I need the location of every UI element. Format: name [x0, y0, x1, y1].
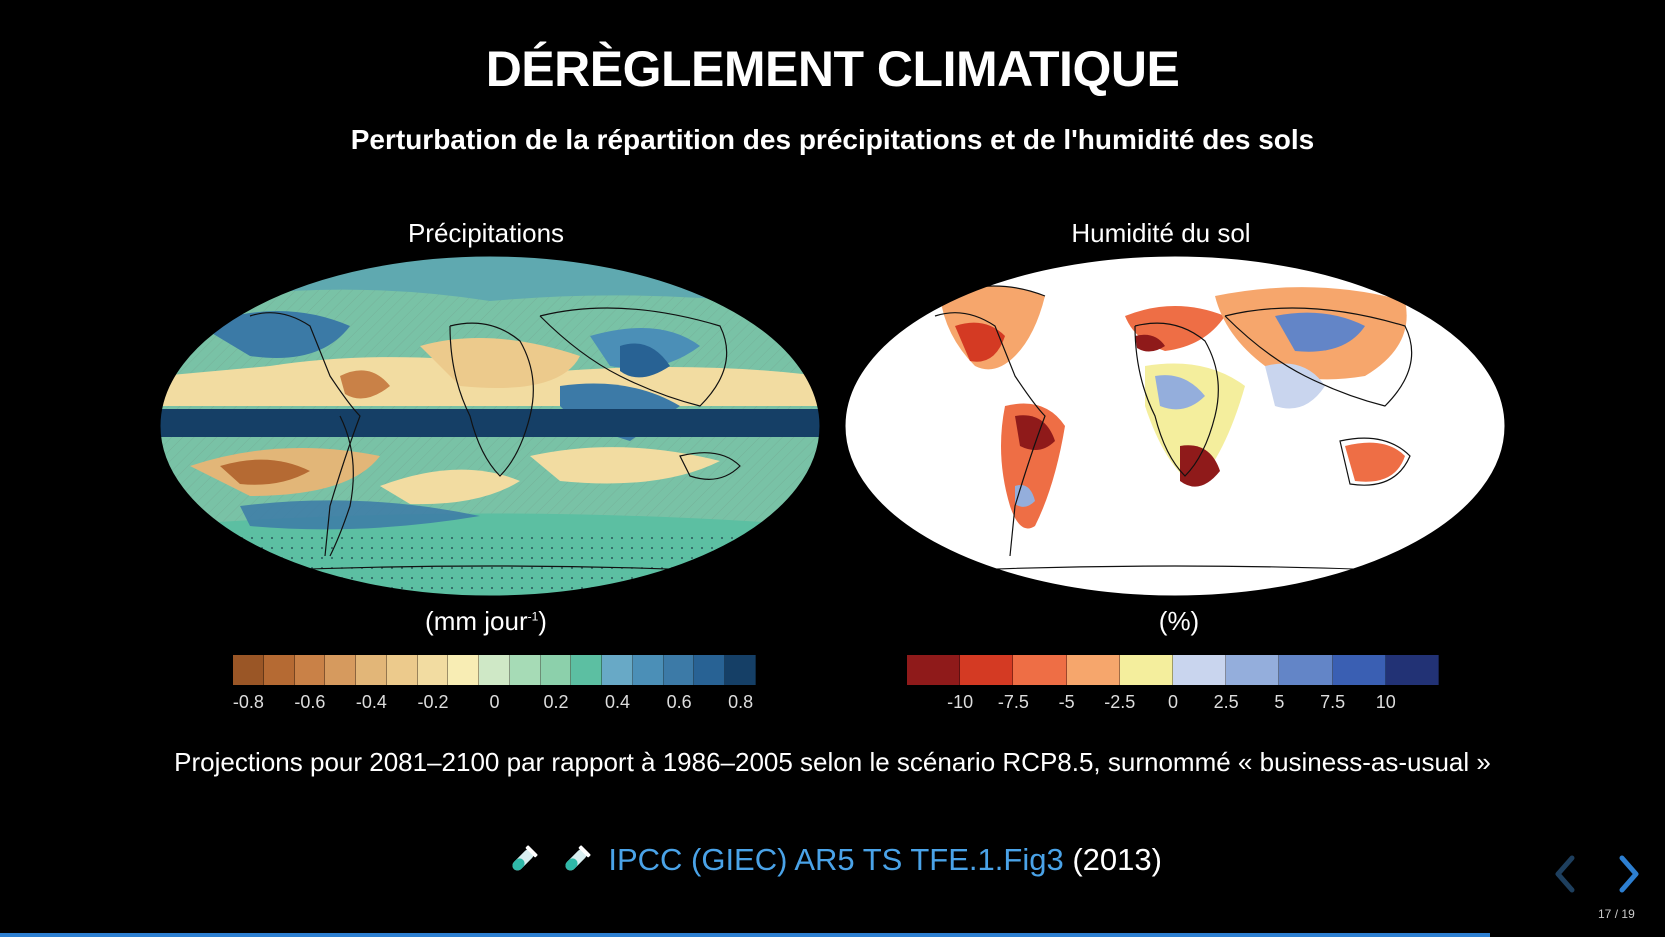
colorbar-swatch — [233, 655, 264, 685]
colorbar-swatch — [263, 655, 295, 685]
precipitation-colorbar-ticks: -0.8 -0.6 -0.4 -0.2 0 0.2 0.4 0.6 0.8 — [233, 692, 756, 714]
colorbar-swatch — [1226, 655, 1280, 685]
colorbar-swatch — [1119, 655, 1174, 685]
colorbar-swatch — [725, 655, 757, 685]
colorbar-swatch — [632, 655, 664, 685]
colorbar-tick-label: -0.2 — [417, 692, 449, 712]
previous-slide-button[interactable] — [1548, 852, 1582, 896]
citation: IPCC (GIEC) AR5 TS TFE.1.Fig3 (2013) — [0, 842, 1665, 880]
colorbar-tick-label: 0.2 — [543, 692, 569, 712]
colorbar-swatch — [571, 655, 603, 685]
precipitation-colorbar — [233, 655, 757, 685]
colorbar-tick-label: 0.8 — [728, 692, 754, 712]
colorbar-swatch — [1385, 655, 1440, 685]
colorbar-swatch — [694, 655, 726, 685]
citation-year: (2013) — [1072, 842, 1162, 877]
colorbar-swatch — [960, 655, 1014, 685]
colorbar-tick-label: 2.5 — [1213, 692, 1239, 712]
test-tube-icon — [512, 845, 538, 871]
slide-subtitle: Perturbation de la répartition des préci… — [350, 124, 1315, 155]
colorbar-swatch — [479, 655, 510, 685]
colorbar-tick-label: 0.4 — [605, 692, 631, 712]
soil-moisture-colorbar-ticks: -10 -7.5 -5 -2.5 0 2.5 5 7.5 10 — [907, 692, 1439, 714]
colorbar-swatch — [907, 655, 961, 685]
colorbar-swatch — [356, 655, 387, 685]
colorbar-swatch — [602, 655, 633, 685]
soil-moisture-map — [845, 256, 1505, 596]
slide-title: DÉRÈGLEMENT CLIMATIQUE — [485, 41, 1180, 97]
colorbar-swatch — [663, 655, 695, 685]
slide-counter: 17 / 19 — [1598, 907, 1635, 921]
colorbar-swatch — [1013, 655, 1067, 685]
colorbar-tick-label: 0.6 — [666, 692, 692, 712]
next-slide-button[interactable] — [1612, 852, 1646, 896]
colorbar-tick-label: 7.5 — [1320, 692, 1346, 712]
colorbar-tick-label: -2.5 — [1104, 692, 1136, 712]
colorbar-swatch — [1173, 655, 1227, 685]
colorbar-tick-label: 10 — [1375, 692, 1396, 712]
colorbar-tick-label: 5 — [1274, 692, 1285, 712]
colorbar-tick-label: -5 — [1058, 692, 1075, 712]
colorbar-swatch — [1066, 655, 1120, 685]
colorbar-swatch — [540, 655, 572, 685]
colorbar-swatch — [325, 655, 357, 685]
precipitation-map — [160, 256, 820, 596]
colorbar-swatch — [1332, 655, 1386, 685]
colorbar-tick-label: -7.5 — [997, 692, 1029, 712]
precipitation-map-title: Précipitations — [407, 218, 565, 248]
colorbar-tick-label: 0 — [489, 692, 500, 712]
soil-moisture-colorbar — [907, 655, 1440, 685]
slide-progress-bar — [0, 933, 1491, 937]
projection-note: Projections pour 2081–2100 par rapport à… — [174, 747, 1491, 777]
test-tube-icon — [565, 845, 591, 871]
soil-moisture-map-title: Humidité du sol — [1071, 218, 1251, 248]
colorbar-tick-label: -10 — [947, 692, 974, 712]
colorbar-swatch — [1279, 655, 1333, 685]
colorbar-swatch — [417, 655, 449, 685]
colorbar-swatch — [386, 655, 418, 685]
colorbar-swatch — [448, 655, 480, 685]
citation-link[interactable]: IPCC (GIEC) AR5 TS TFE.1.Fig3 — [608, 842, 1064, 877]
colorbar-tick-label: -0.6 — [294, 692, 326, 712]
soil-moisture-unit: (%) — [1158, 606, 1200, 636]
colorbar-tick-label: -0.8 — [232, 692, 264, 712]
colorbar-tick-label: -0.4 — [355, 692, 387, 712]
precipitation-unit: (mm jour-1) — [425, 606, 547, 636]
colorbar-swatch — [509, 655, 541, 685]
colorbar-swatch — [294, 655, 326, 685]
colorbar-tick-label: 0 — [1167, 692, 1179, 712]
